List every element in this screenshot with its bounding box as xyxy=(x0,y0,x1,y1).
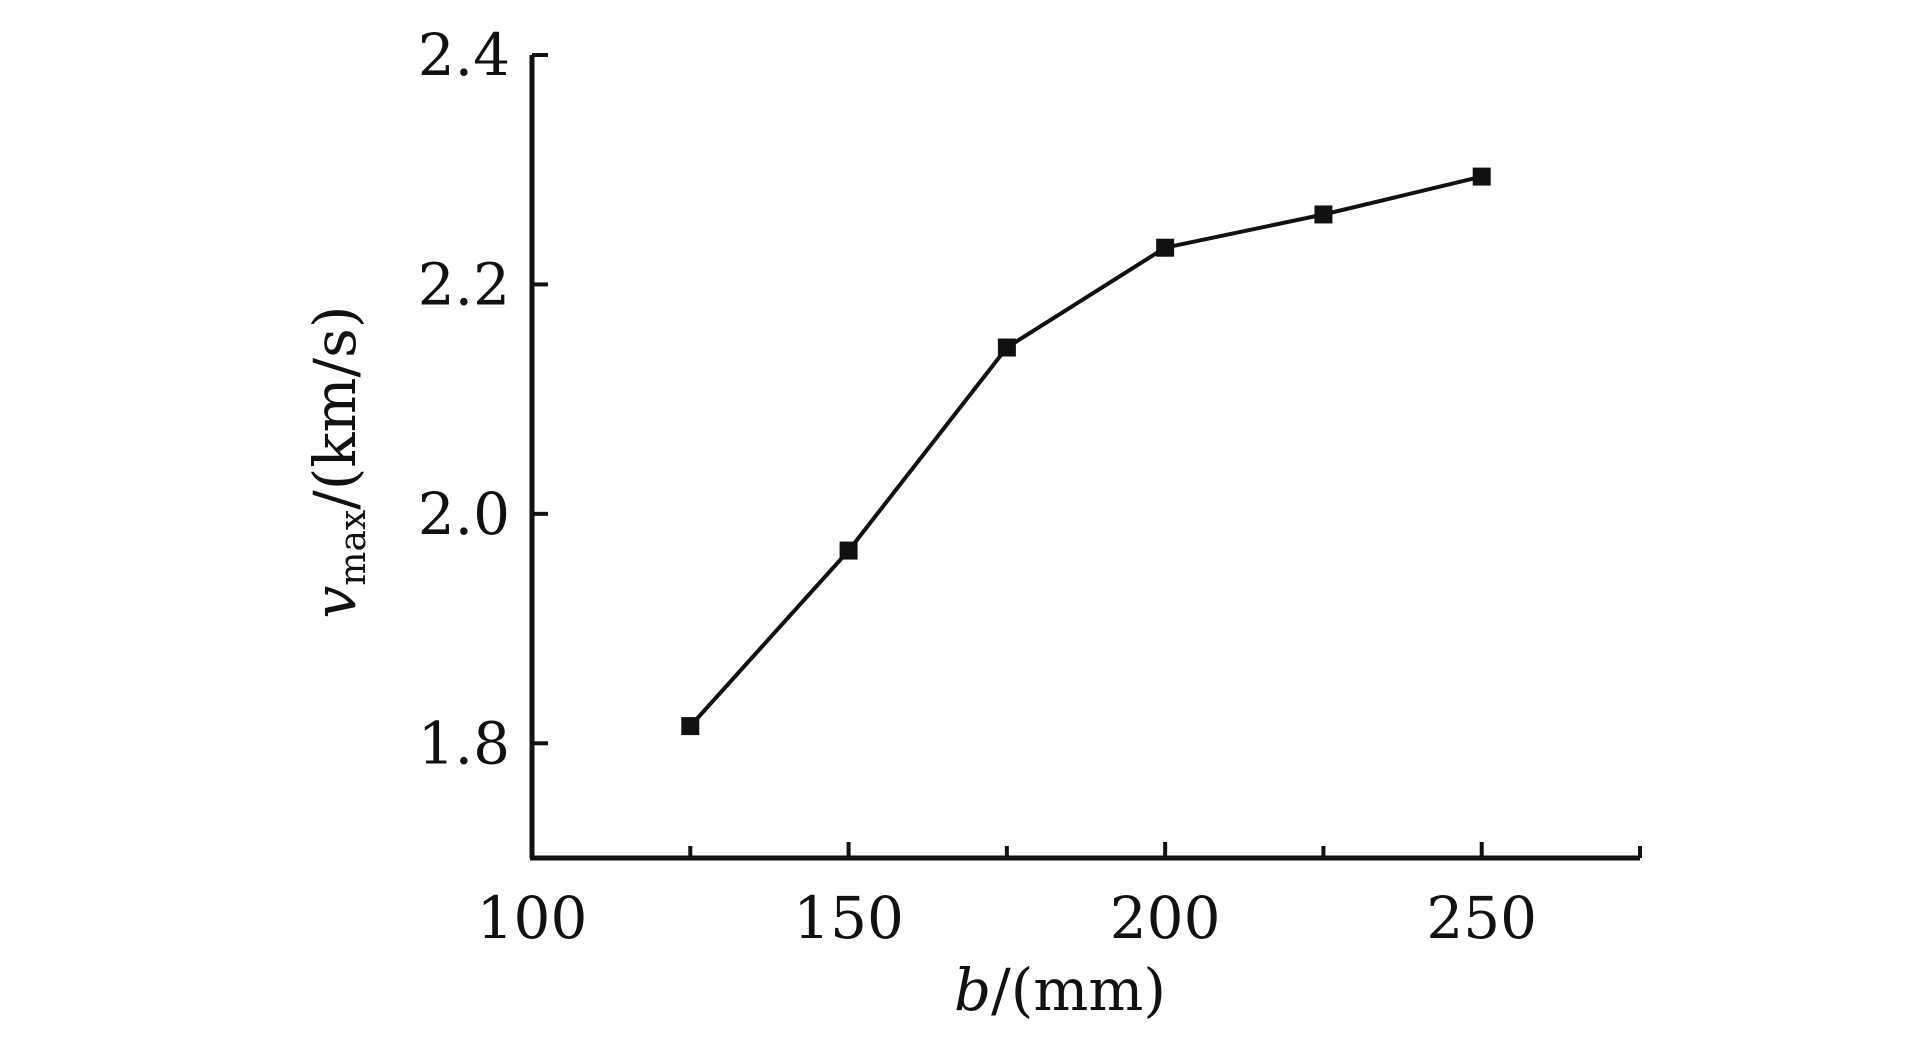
axes xyxy=(529,55,1640,861)
data-point-marker xyxy=(1472,167,1491,186)
y-tick-label: 2.4 xyxy=(418,21,510,89)
x-tick-label: 100 xyxy=(477,884,588,952)
x-axis-variable: b xyxy=(954,956,991,1024)
y-axis-unit: /(km/s) xyxy=(301,306,369,510)
x-tick-label: 250 xyxy=(1426,884,1537,952)
y-tick-label: 2.2 xyxy=(418,250,510,318)
y-tick-label: 1.8 xyxy=(418,709,510,777)
data-point-marker xyxy=(1156,238,1175,257)
y-axis-label: vmax/(km/s) xyxy=(301,306,374,619)
ticks: 1.8 2.0 2.2 2.4 100 150 200 250 xyxy=(418,21,1642,952)
x-tick-label: 200 xyxy=(1110,884,1221,952)
data-point-marker xyxy=(997,338,1016,357)
x-axis-label: b/(mm) xyxy=(954,956,1166,1024)
x-axis-unit: /(mm) xyxy=(991,956,1166,1024)
series xyxy=(681,167,1491,736)
y-axis-variable: v xyxy=(301,585,369,618)
data-point-marker xyxy=(681,717,700,736)
y-tick-label: 2.0 xyxy=(418,480,510,548)
data-point-marker xyxy=(839,541,858,560)
data-point-marker xyxy=(1314,205,1333,224)
x-tick-label: 150 xyxy=(793,884,904,952)
series-line xyxy=(688,174,1483,728)
y-axis-subscript: max xyxy=(333,510,374,586)
